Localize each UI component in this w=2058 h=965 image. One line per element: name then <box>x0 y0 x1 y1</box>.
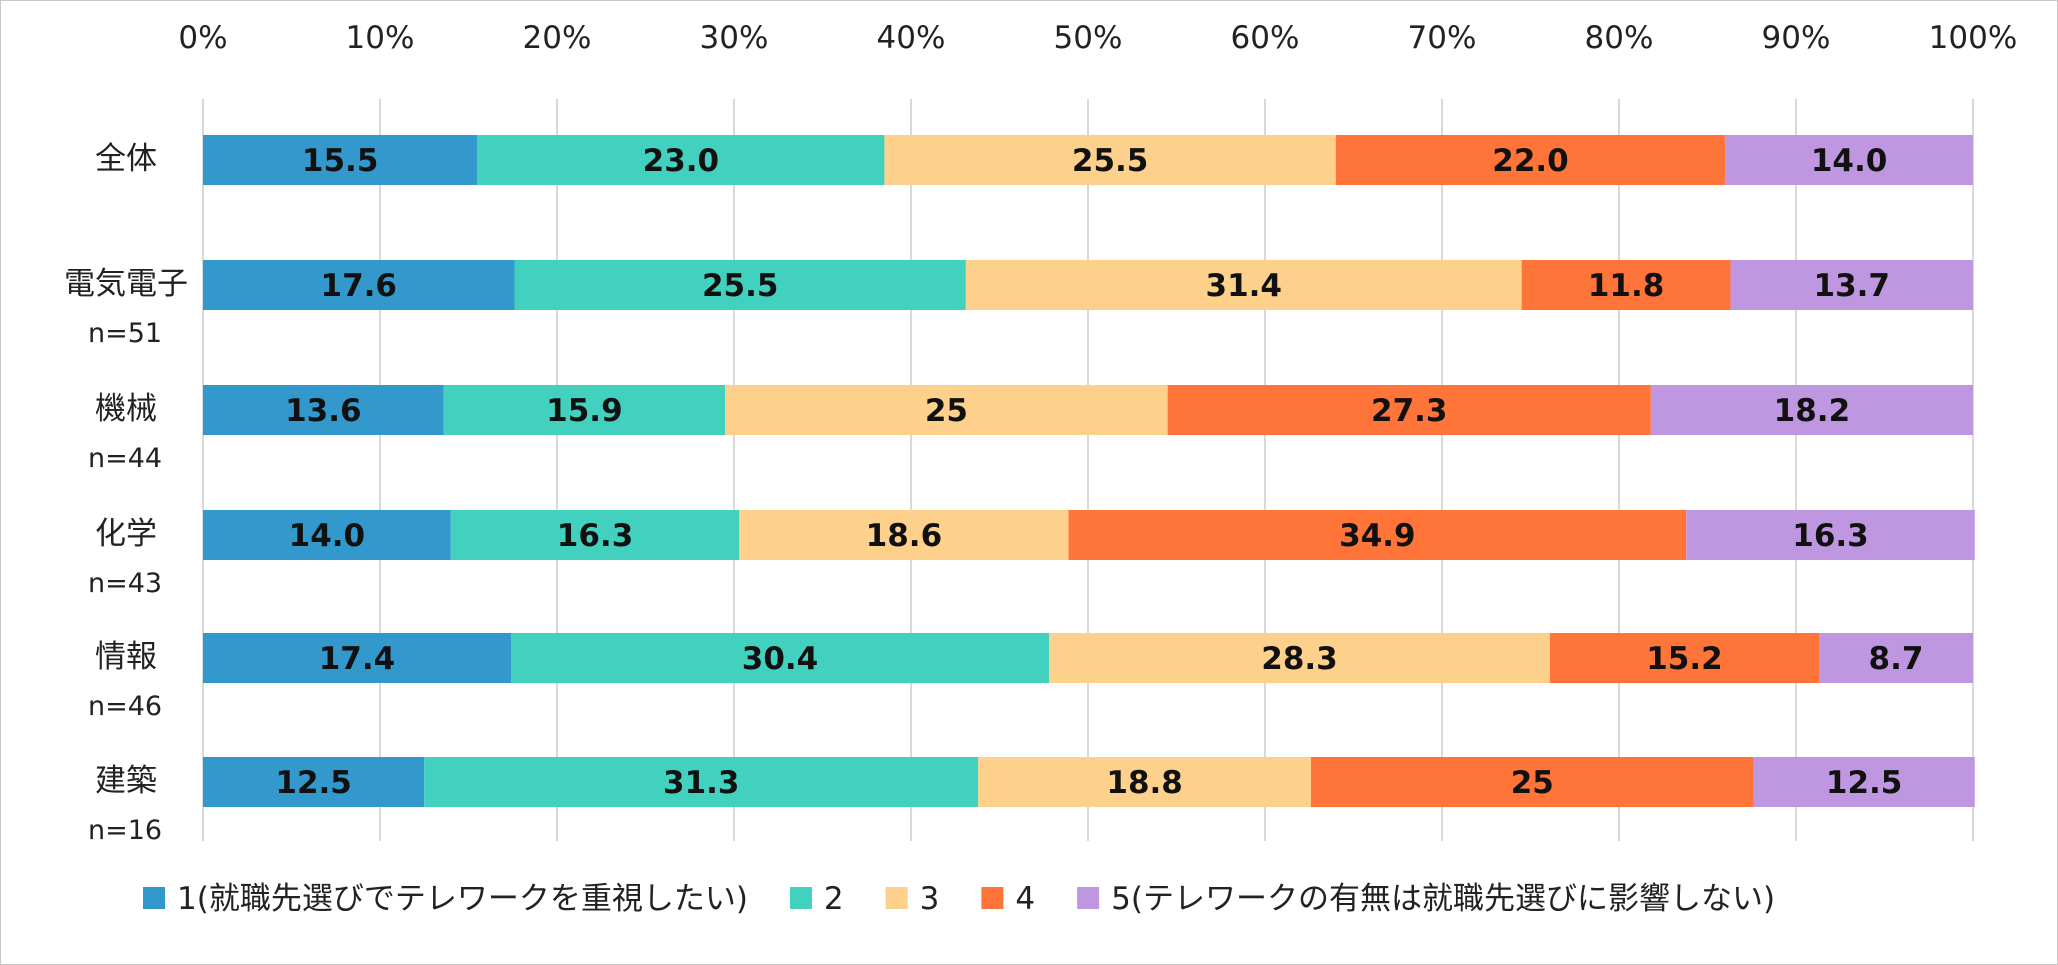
data-label: 28.3 <box>1261 641 1338 677</box>
sample-size-label: n=16 <box>88 815 162 846</box>
bar-segment <box>725 385 1168 435</box>
data-label: 12.5 <box>1826 765 1903 801</box>
x-tick-label: 60% <box>1231 20 1300 56</box>
x-tick-label: 30% <box>700 20 769 56</box>
data-label: 27.3 <box>1371 393 1448 429</box>
x-tick-label: 100% <box>1929 20 2018 56</box>
data-label: 25 <box>925 393 968 429</box>
data-label: 23.0 <box>643 143 720 179</box>
bar-segment <box>965 260 1522 310</box>
legend-swatch <box>885 887 908 909</box>
data-label: 16.3 <box>557 518 634 554</box>
data-label: 8.7 <box>1869 641 1924 677</box>
bar-segment <box>1335 135 1726 185</box>
data-label: 22.0 <box>1492 143 1569 179</box>
sample-size-label: n=46 <box>88 691 162 722</box>
bar-segment <box>424 757 979 807</box>
bar-segment <box>1650 385 1973 435</box>
data-label: 14.0 <box>289 518 366 554</box>
legend-label: 2 <box>824 881 844 917</box>
data-label: 25 <box>1511 765 1554 801</box>
data-label: 14.0 <box>1811 143 1888 179</box>
sample-size-label: n=44 <box>88 443 162 474</box>
data-label: 18.8 <box>1106 765 1183 801</box>
legend-label: 3 <box>920 881 940 917</box>
bar-segment <box>1068 510 1687 560</box>
bar-segment <box>1167 385 1651 435</box>
data-label: 25.5 <box>702 268 779 304</box>
gridlines <box>202 99 1974 841</box>
bar-segment <box>1686 510 1975 560</box>
category-label: 機械 <box>95 391 157 427</box>
bar-segment <box>510 633 1050 683</box>
x-tick-label: 50% <box>1054 20 1123 56</box>
x-tick-label: 0% <box>178 20 227 56</box>
bar-segment <box>1725 135 1973 185</box>
legend-swatch <box>143 887 165 909</box>
data-label: 16.3 <box>1792 518 1869 554</box>
sample-size-label: n=51 <box>88 318 162 349</box>
bar-segment <box>514 260 966 310</box>
bar-segment <box>884 135 1336 185</box>
category-label: 全体 <box>95 141 157 177</box>
data-label: 18.6 <box>866 518 943 554</box>
data-label: 18.2 <box>1774 393 1851 429</box>
bar-segment <box>978 757 1312 807</box>
x-tick-label: 80% <box>1585 20 1654 56</box>
bar-segment <box>450 510 740 560</box>
bar-segment <box>443 385 726 435</box>
data-label: 15.5 <box>302 143 379 179</box>
bar-segment <box>1311 757 1754 807</box>
data-label: 31.4 <box>1206 268 1283 304</box>
data-label: 12.5 <box>275 765 352 801</box>
data-label: 13.6 <box>285 393 362 429</box>
data-label: 25.5 <box>1072 143 1149 179</box>
legend-swatch <box>981 887 1004 909</box>
category-label: 電気電子 <box>64 266 188 302</box>
data-label: 15.9 <box>546 393 623 429</box>
bar-segment <box>1049 633 1550 683</box>
x-tick-label: 90% <box>1762 20 1831 56</box>
bar-segment <box>203 757 425 807</box>
legend-label: 1(就職先選びでテレワークを重視したい) <box>177 881 748 917</box>
data-label: 13.7 <box>1814 268 1891 304</box>
data-label: 17.6 <box>321 268 398 304</box>
bar-segment <box>203 510 451 560</box>
data-label: 30.4 <box>742 641 819 677</box>
category-label: 情報 <box>95 639 157 675</box>
legend-label: 5(テレワークの有無は就職先選びに影響しない) <box>1111 881 1775 917</box>
bar-segment <box>203 385 444 435</box>
x-tick-label: 40% <box>877 20 946 56</box>
legend: 1(就職先選びでテレワークを重視したい) 2 3 4 5(テレワークの有無は就職先選びに… <box>143 881 1775 917</box>
data-label: 11.8 <box>1588 268 1665 304</box>
legend-swatch <box>789 887 812 909</box>
bar-segment <box>477 135 885 185</box>
x-tick-label: 20% <box>523 20 592 56</box>
data-label: 15.2 <box>1646 641 1723 677</box>
bar-segment <box>1521 260 1731 310</box>
bar-segment <box>203 135 478 185</box>
bar-segment <box>1549 633 1820 683</box>
legend-label: 4 <box>1015 881 1035 917</box>
data-label: 17.4 <box>319 641 396 677</box>
bar-segment <box>739 510 1069 560</box>
x-tick-label: 10% <box>346 20 415 56</box>
legend-swatch <box>1077 887 1100 909</box>
x-axis-ticks: 0% 10% 20% 30% 40% 50% 60% 70% 80% 90% 100% <box>178 20 2017 56</box>
bar-segment <box>203 260 515 310</box>
x-tick-label: 70% <box>1408 20 1477 56</box>
category-label: 建築 <box>95 763 157 799</box>
bars: 15.5 23.0 25.5 22.0 14.0 17.6 25.5 31.4 11.8 13.7… <box>203 135 1975 807</box>
bar-segment <box>1753 757 1975 807</box>
data-label: 34.9 <box>1339 518 1416 554</box>
category-label: 化学 <box>95 516 157 552</box>
bar-segment <box>1730 260 1973 310</box>
bar-segment <box>203 633 511 683</box>
data-label: 31.3 <box>663 765 740 801</box>
bar-segment <box>1819 633 1973 683</box>
sample-size-label: n=43 <box>88 568 162 599</box>
